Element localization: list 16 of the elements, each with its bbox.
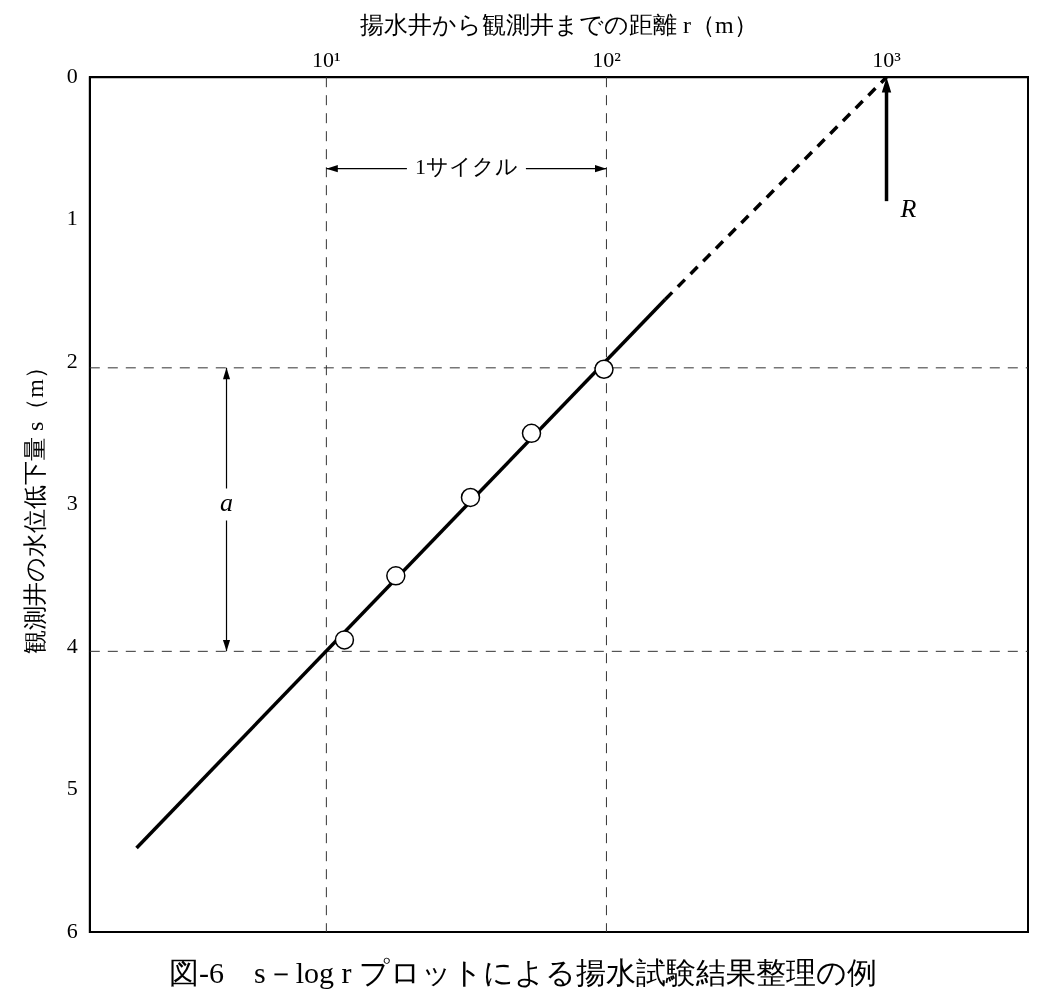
y-tick-label: 4 [66, 632, 78, 658]
y-tick-label: 0 [66, 62, 78, 88]
y-tick-label: 3 [66, 490, 78, 516]
y-tick-label: 2 [66, 347, 78, 373]
y-tick-label: 5 [66, 775, 78, 801]
annotation: a [220, 488, 234, 518]
y-tick-label: 1 [66, 205, 78, 231]
y-axis-title: 観測井の水位低下量 s（m） [21, 355, 48, 655]
annotation: 1サイクル [414, 154, 518, 180]
x-tick-label: 10¹ [312, 46, 341, 72]
text: 図-6 s－log r プロットによる揚水試験結果整理の例 [169, 955, 877, 989]
annotation: R [899, 193, 917, 223]
x-tick-label: 10³ [872, 46, 902, 72]
y-tick-label: 6 [66, 917, 78, 943]
x-axis-title: 揚水井から観測井までの距離 r（m） [360, 11, 758, 38]
x-tick-label: 10² [592, 46, 622, 72]
